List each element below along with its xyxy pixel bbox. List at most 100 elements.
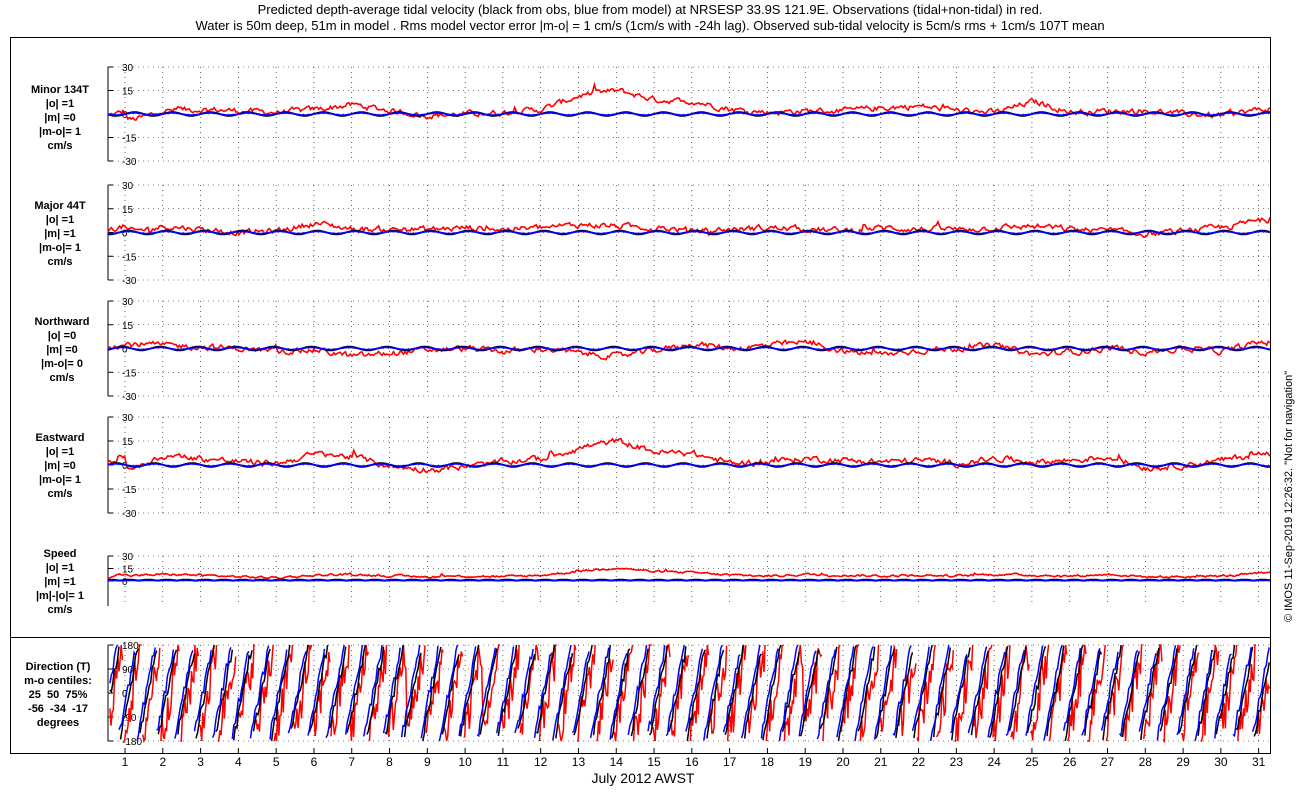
x-tick-label: 16 bbox=[685, 755, 699, 769]
y-tick-label: 90 bbox=[122, 665, 134, 676]
x-tick-label: 5 bbox=[273, 755, 280, 769]
tidal-obs-direction-series bbox=[109, 646, 120, 694]
x-tick-label: 8 bbox=[386, 755, 393, 769]
model-direction-series bbox=[911, 646, 930, 732]
x-tick-label: 29 bbox=[1176, 755, 1190, 769]
model-direction-series bbox=[873, 645, 893, 740]
y-tick-label: 30 bbox=[122, 413, 134, 424]
y-tick-label: -15 bbox=[122, 252, 137, 263]
tidal-obs-direction-series bbox=[819, 646, 838, 730]
x-tick-label: 17 bbox=[723, 755, 737, 769]
model-direction-series bbox=[1100, 651, 1119, 731]
x-tick-label: 14 bbox=[610, 755, 624, 769]
model-direction-series bbox=[987, 651, 1006, 738]
panel-label-line: cm/s bbox=[47, 140, 73, 152]
panel-label-line: |m-o|= 1 bbox=[39, 474, 81, 486]
chart-title-line-2: Water is 50m deep, 51m in model . Rms mo… bbox=[195, 18, 1105, 33]
model-direction-series bbox=[1251, 647, 1270, 732]
panel-label-line: Northward bbox=[34, 316, 90, 328]
observed-direction-series bbox=[109, 644, 124, 726]
panel-label-line: |m-o|= 1 bbox=[39, 126, 81, 138]
panel-label-line: |o| =0 bbox=[47, 330, 77, 342]
model-direction-series bbox=[514, 648, 534, 734]
tidal-obs-direction-series bbox=[895, 652, 914, 739]
tidal-obs-direction-series bbox=[1159, 648, 1178, 732]
tick-labels: 30150-15-3030150-15-3030150-15-3030150-1… bbox=[122, 63, 142, 748]
observed-direction-series bbox=[1256, 679, 1271, 734]
observed-direction-series bbox=[1048, 644, 1068, 742]
observed-direction-series bbox=[557, 644, 577, 742]
model-direction-series bbox=[722, 654, 741, 733]
y-tick-label: 30 bbox=[122, 181, 134, 192]
observed-series bbox=[107, 339, 1271, 361]
observed-direction-series bbox=[935, 650, 955, 738]
y-tick-label: 15 bbox=[122, 321, 134, 332]
y-tick-label: 0 bbox=[122, 345, 128, 356]
direction-frame bbox=[10, 637, 1271, 754]
tidal-obs-direction-series bbox=[1084, 649, 1103, 736]
model-direction-series bbox=[496, 646, 515, 734]
panel-label: Direction (T) m-o centiles: 25 50 75% -56 -… bbox=[3, 660, 113, 730]
observed-direction-series bbox=[1010, 644, 1031, 740]
model-direction-series bbox=[778, 644, 799, 742]
y-tick-label: 15 bbox=[122, 205, 134, 216]
model-direction-series bbox=[174, 649, 194, 739]
model-direction-series bbox=[1214, 653, 1232, 739]
tidal-obs-direction-series bbox=[724, 644, 744, 736]
tidal-obs-direction-series bbox=[932, 647, 952, 738]
tidal-obs-direction-series bbox=[497, 644, 518, 737]
x-tick-label: 28 bbox=[1139, 755, 1153, 769]
observed-direction-series bbox=[160, 644, 180, 742]
model-direction-series bbox=[458, 646, 477, 737]
observed-direction-series bbox=[992, 644, 1011, 742]
observed-direction-series bbox=[1143, 644, 1163, 740]
tidal-obs-direction-series bbox=[988, 645, 1009, 738]
model-direction-series bbox=[1194, 649, 1214, 742]
observed-series bbox=[107, 437, 1271, 474]
x-tick-label: 2 bbox=[159, 755, 166, 769]
panel-label: Northward |o| =0 |m| =0 |m-o|= 0 cm/s bbox=[7, 315, 117, 385]
x-tick-label: 20 bbox=[836, 755, 850, 769]
tidal-obs-direction-series bbox=[1064, 644, 1084, 742]
tidal-obs-direction-series bbox=[535, 644, 556, 734]
model-direction-series bbox=[836, 646, 855, 738]
observed-direction-series bbox=[1181, 652, 1200, 742]
x-tick-label: 22 bbox=[912, 755, 926, 769]
x-tick-label: 6 bbox=[311, 755, 318, 769]
observed-direction-series bbox=[368, 644, 388, 742]
y-tick-label: 0 bbox=[122, 461, 128, 472]
tidal-obs-direction-series bbox=[781, 651, 800, 733]
observed-direction-series bbox=[765, 644, 784, 742]
y-tick-label: -15 bbox=[122, 485, 137, 496]
panel-label-line: |m-o|= 0 bbox=[41, 358, 83, 370]
observed-direction-series bbox=[217, 656, 237, 742]
observed-direction-series bbox=[840, 644, 860, 733]
tidal-obs-direction-series bbox=[479, 648, 498, 735]
model-direction-series bbox=[118, 650, 137, 730]
tidal-obs-direction-series bbox=[1026, 646, 1047, 734]
x-tick-label: 18 bbox=[761, 755, 775, 769]
tidal-obs-direction-series bbox=[177, 653, 196, 735]
model-direction-series bbox=[1025, 645, 1044, 736]
y-tick-label: 30 bbox=[122, 297, 134, 308]
panel-label-line: |o| =1 bbox=[45, 214, 75, 226]
observed-direction-series bbox=[142, 647, 161, 743]
model-direction-series bbox=[476, 647, 497, 738]
model-direction-series bbox=[1118, 649, 1139, 738]
x-tick-label: 1 bbox=[122, 755, 129, 769]
model-direction-series bbox=[325, 644, 345, 739]
x-axis-label: July 2012 AWST bbox=[592, 770, 695, 786]
tidal-obs-direction-series bbox=[1177, 644, 1198, 734]
observed-direction-series bbox=[954, 644, 974, 742]
tidal-obs-direction-series bbox=[252, 648, 271, 732]
y-tick-label: 0 bbox=[122, 229, 128, 240]
tidal-obs-direction-series bbox=[1140, 647, 1160, 740]
model-direction-series bbox=[344, 644, 364, 735]
tidal-obs-direction-series bbox=[970, 650, 989, 736]
tidal-obs-direction-series bbox=[762, 644, 782, 741]
x-tick-label: 25 bbox=[1025, 755, 1039, 769]
tidal-obs-direction-series bbox=[743, 653, 763, 739]
panel-label-line: Minor 134T bbox=[30, 84, 90, 96]
panel-label-line: |m| =0 bbox=[44, 460, 76, 472]
